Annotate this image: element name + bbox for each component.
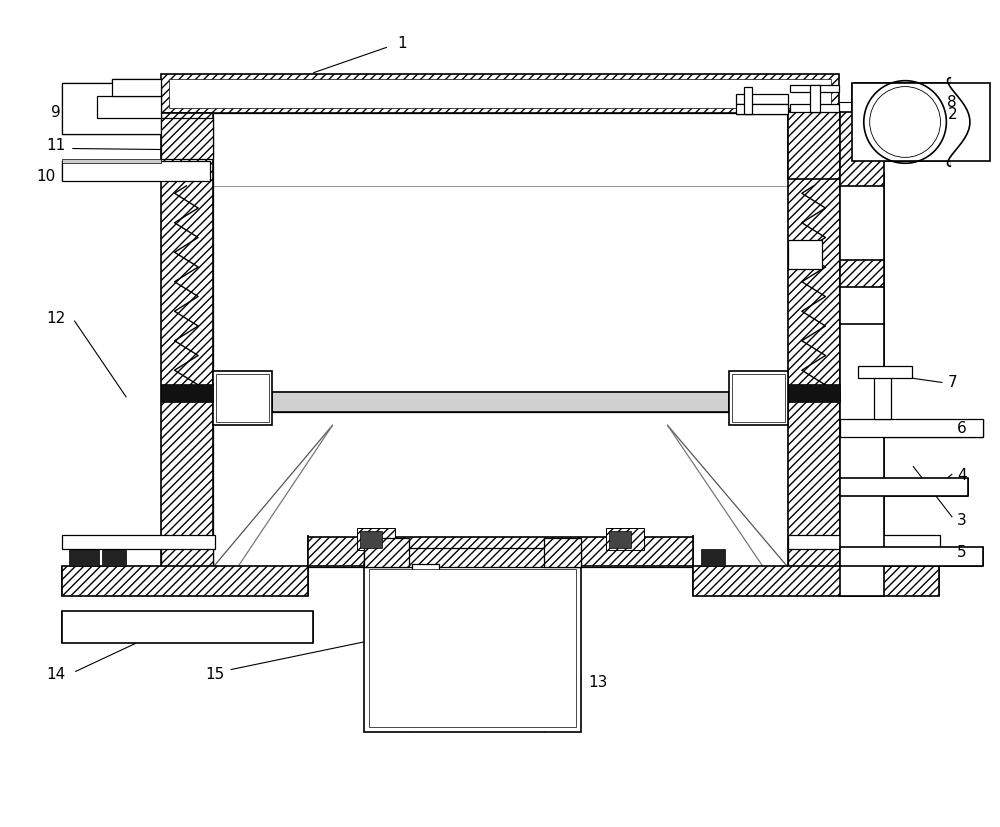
Bar [732, 374, 785, 422]
Bar [788, 240, 822, 270]
Text: 14: 14 [46, 667, 65, 682]
Text: 1: 1 [397, 36, 406, 50]
Text: 4: 4 [957, 468, 967, 484]
Text: 15: 15 [205, 667, 224, 682]
Text: 2: 2 [947, 107, 957, 122]
Text: 3: 3 [957, 513, 967, 528]
Bar [788, 535, 940, 548]
Text: 9: 9 [51, 105, 60, 120]
Bar [790, 84, 839, 93]
Text: 13: 13 [589, 675, 608, 690]
Bar [788, 112, 840, 179]
Bar [788, 385, 840, 402]
Text: 6: 6 [957, 421, 967, 436]
Bar [840, 287, 884, 323]
Bar [364, 547, 581, 567]
Bar [736, 94, 788, 104]
Bar [62, 610, 313, 643]
Text: 11: 11 [46, 138, 65, 153]
Bar [161, 113, 213, 567]
Bar [216, 374, 269, 422]
Bar [840, 112, 884, 186]
Bar [810, 84, 820, 112]
Bar [744, 87, 752, 114]
Text: 12: 12 [46, 311, 65, 326]
Bar [62, 83, 161, 134]
Bar [62, 160, 161, 163]
Text: 7: 7 [947, 375, 957, 390]
Bar [213, 370, 272, 425]
Text: 5: 5 [957, 545, 967, 560]
Bar [369, 569, 576, 727]
Bar [272, 392, 729, 412]
Bar [874, 375, 891, 419]
Bar [840, 173, 884, 596]
Bar [357, 528, 395, 550]
Bar [112, 79, 161, 97]
Bar [360, 531, 382, 547]
Bar [62, 566, 308, 596]
Bar [169, 79, 831, 108]
Bar [308, 537, 693, 566]
Bar [840, 478, 968, 495]
Bar [161, 538, 213, 567]
Bar [840, 260, 884, 289]
Bar [97, 97, 161, 118]
Bar [788, 538, 840, 567]
Bar [693, 566, 939, 596]
Text: 10: 10 [36, 169, 55, 184]
Bar [840, 419, 983, 437]
Bar [858, 366, 912, 378]
Bar [62, 535, 215, 548]
Bar [364, 564, 581, 732]
Bar [729, 370, 788, 425]
Bar [364, 538, 409, 567]
Bar [213, 113, 788, 567]
Bar [69, 548, 99, 566]
Bar [790, 104, 839, 112]
Bar [840, 547, 983, 566]
Bar [788, 113, 840, 567]
Bar [161, 118, 213, 160]
Bar [736, 104, 788, 114]
Bar [701, 548, 725, 566]
Bar [544, 538, 581, 567]
Bar [609, 531, 631, 547]
Bar [852, 83, 990, 161]
Bar [161, 385, 213, 402]
Bar [606, 528, 644, 550]
Bar [161, 74, 839, 113]
Bar [412, 564, 439, 643]
Bar [62, 161, 210, 181]
Text: 8: 8 [947, 95, 957, 110]
Bar [102, 548, 126, 566]
